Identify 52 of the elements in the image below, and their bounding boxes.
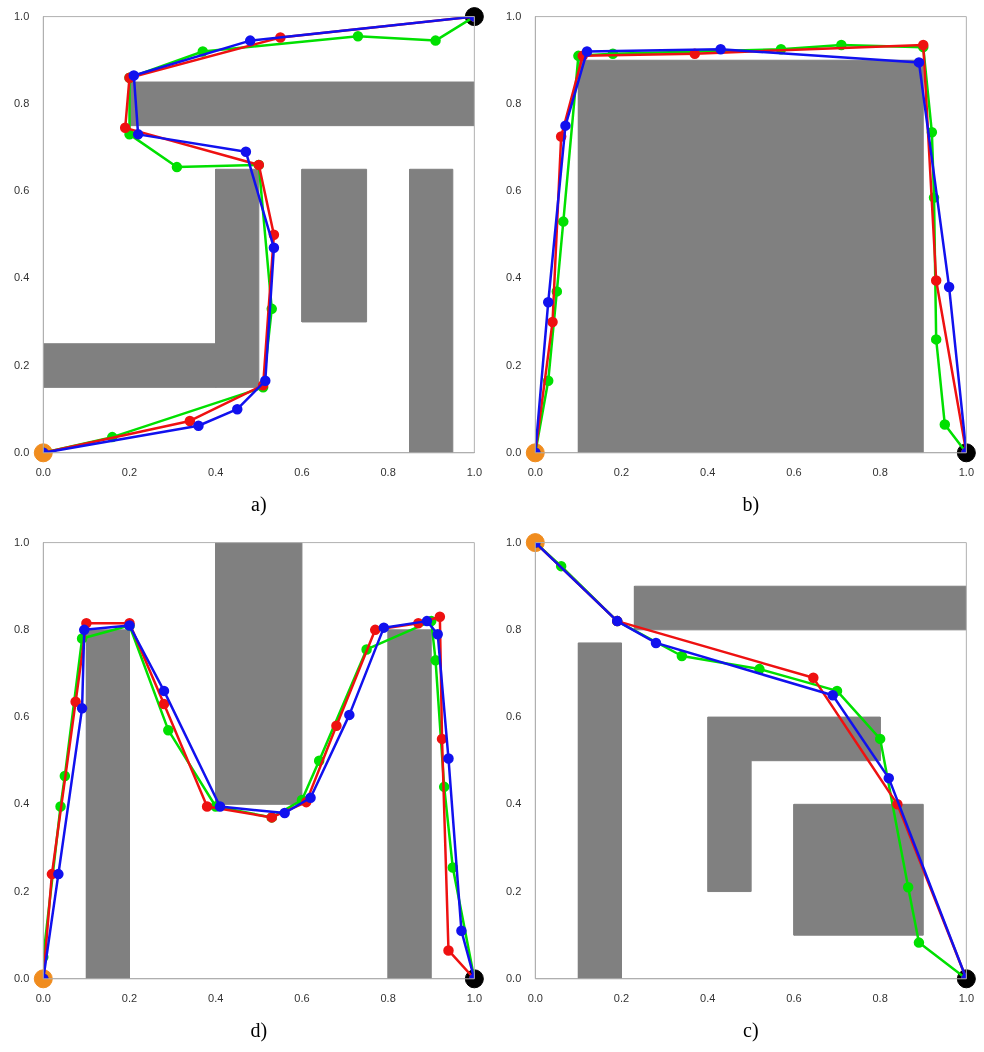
x-tick-label: 0.4: [208, 466, 224, 479]
x-tick-label: 1.0: [958, 992, 974, 1005]
y-tick-label: 0.2: [505, 358, 522, 371]
y-tick-label: 0.4: [13, 797, 30, 810]
y-tick-label: 0.2: [13, 884, 30, 897]
x-tick-label: 0.2: [613, 992, 630, 1005]
y-tick-label: 0.8: [13, 622, 30, 635]
x-tick-label: 0.4: [700, 466, 716, 479]
x-tick-label: 0.0: [527, 466, 543, 479]
y-tick-label: 1.0: [505, 9, 522, 22]
y-tick-label: 0.0: [13, 971, 30, 984]
x-axis-title: c): [743, 1019, 759, 1043]
x-tick-label: 0.2: [121, 466, 138, 479]
y-tick-label: 0.2: [13, 358, 30, 371]
x-tick-label: 1.0: [466, 992, 482, 1005]
y-tick-label: 0.6: [505, 184, 522, 197]
x-tick-label: 0.4: [700, 992, 716, 1005]
x-axis-title: b): [742, 493, 760, 517]
x-tick-label: 0.8: [380, 992, 396, 1005]
y-tick-label: 0.0: [505, 445, 522, 458]
x-tick-label: 1.0: [958, 466, 974, 479]
y-tick-label: 0.4: [505, 797, 522, 810]
x-tick-label: 0.6: [786, 992, 802, 1005]
y-tick-label: 0.0: [13, 445, 30, 458]
x-tick-label: 0.0: [527, 992, 543, 1005]
y-tick-label: 0.6: [505, 710, 522, 723]
x-tick-label: 0.6: [294, 466, 310, 479]
y-tick-label: 1.0: [13, 9, 30, 22]
y-tick-label: 0.4: [13, 271, 30, 284]
x-tick-label: 0.8: [380, 466, 396, 479]
x-axis-title: d): [250, 1019, 268, 1043]
y-tick-label: 0.2: [505, 884, 522, 897]
x-axis-title: a): [251, 493, 267, 517]
x-tick-label: 0.8: [872, 466, 888, 479]
x-tick-label: 0.6: [294, 992, 310, 1005]
y-tick-label: 0.6: [13, 184, 30, 197]
y-tick-label: 1.0: [505, 535, 522, 548]
y-tick-label: 1.0: [13, 535, 30, 548]
y-tick-label: 0.0: [505, 971, 522, 984]
y-tick-label: 0.8: [13, 96, 30, 109]
x-tick-label: 0.4: [208, 992, 224, 1005]
y-tick-label: 0.8: [505, 96, 522, 109]
x-tick-label: 0.6: [786, 466, 802, 479]
x-tick-label: 0.2: [121, 992, 138, 1005]
y-tick-label: 0.4: [505, 271, 522, 284]
x-tick-label: 1.0: [466, 466, 482, 479]
y-tick-label: 0.8: [505, 622, 522, 635]
x-tick-label: 0.2: [613, 466, 630, 479]
x-tick-label: 0.0: [35, 992, 51, 1005]
x-tick-label: 0.0: [35, 466, 51, 479]
y-tick-label: 0.6: [13, 710, 30, 723]
x-tick-label: 0.8: [872, 992, 888, 1005]
